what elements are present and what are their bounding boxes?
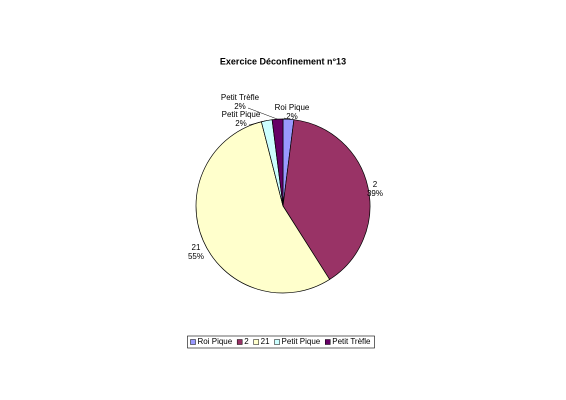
leader-line <box>283 117 289 120</box>
legend-label: Petit Trèfle <box>332 337 371 346</box>
data-label-category: Roi Pique <box>275 103 310 112</box>
legend-swatch <box>325 339 331 345</box>
data-label-value: 2% <box>286 112 298 121</box>
data-label-value: 2% <box>234 102 246 111</box>
leader-line <box>248 120 267 126</box>
data-label-category: 21 <box>192 243 201 252</box>
legend-label: 2 <box>244 337 249 346</box>
legend-label: 21 <box>261 337 270 346</box>
data-label-category: 2 <box>373 180 378 189</box>
pie-slice <box>282 119 371 280</box>
legend-box <box>187 335 375 349</box>
pie-slice <box>195 121 331 294</box>
data-label-value: 39% <box>367 189 383 198</box>
data-label-value: 55% <box>188 252 204 261</box>
data-label-category: Petit Pique <box>222 110 261 119</box>
legend-label: Petit Pique <box>282 337 321 346</box>
legend-label: Roi Pique <box>198 337 233 346</box>
legend-swatch <box>236 339 243 345</box>
legend-swatch <box>190 339 196 345</box>
leader-line <box>247 107 278 120</box>
data-label-value: 2% <box>235 119 247 128</box>
data-label-category: Petit Trèfle <box>221 93 260 102</box>
legend-swatch <box>274 339 280 345</box>
legend-swatch <box>253 339 259 345</box>
chart-title: Exercice Déconfinement n°13 <box>220 56 346 66</box>
